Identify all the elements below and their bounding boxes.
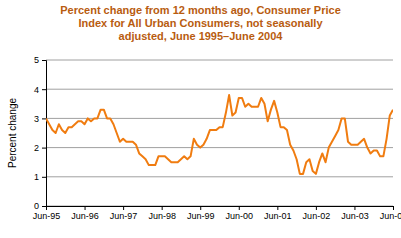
x-tick-label: Jun-02 [303,211,331,221]
y-tick-label: 3 [34,114,39,124]
x-tick: Jun-03 [341,206,369,221]
y-tick-label: 1 [34,172,39,182]
grid [46,60,393,206]
title-line: adjusted, June 1995–June 2004 [119,30,284,42]
x-axis-line [47,207,394,211]
x-tick-label: Jun-00 [226,211,254,221]
x-tick: Jun-04 [380,206,401,221]
x-tick-mark [393,206,394,210]
y-tick-mark [42,118,46,119]
x-tick: Jun-01 [264,206,292,221]
x-tick-mark [123,206,124,210]
y-tick: 4 [34,85,46,95]
grid-line [46,147,393,148]
grid-line [46,89,393,90]
title-line: Index for All Urban Consumers, not seaso… [78,17,323,29]
x-tick-mark [200,206,201,210]
x-tick: Jun-96 [71,206,99,221]
x-tick-label: Jun-99 [187,211,215,221]
x-tick: Jun-99 [187,206,215,221]
y-tick-mark [42,177,46,178]
y-axis-line [42,61,47,207]
y-tick-label: 5 [34,55,39,65]
y-axis-title: Percent change [7,98,18,168]
x-tick-label: Jun-95 [33,211,61,221]
y-tick-label: 0 [34,201,39,211]
x-tick: Jun-02 [303,206,331,221]
x-tick: Jun-97 [110,206,138,221]
x-tick-label: Jun-96 [71,211,99,221]
x-tick-mark [46,206,47,210]
title-line: Percent change from 12 months ago, Consu… [60,4,341,16]
x-tick-mark [239,206,240,210]
y-axis: 0 1 2 3 4 5 [34,55,47,211]
plot: 012345Jun-95Jun-96Jun-97Jun-98Jun-99Jun-… [33,55,401,221]
title: Percent change from 12 months ago, Consu… [60,4,341,42]
y-tick: 0 [34,201,46,211]
y-tick-label: 2 [34,143,39,153]
y-tick-mark [42,206,46,207]
x-tick-label: Jun-03 [341,211,369,221]
y-tick: 5 [34,55,46,65]
x-tick-mark [316,206,317,210]
x-tick-mark [277,206,278,210]
y-tick: 3 [34,114,46,124]
x-tick-label: Jun-97 [110,211,138,221]
y-tick: 1 [34,172,46,182]
grid-line [46,60,393,61]
x-tick-label: Jun-01 [264,211,292,221]
cpi-line [46,95,393,174]
x-tick: Jun-95 [33,206,61,221]
x-axis: Jun-95 Jun-96 Jun-97 Jun-98 Jun-99 Jun-00 Jun-… [33,206,401,221]
x-tick-label: Jun-04 [380,211,401,221]
chart: Percent change from 12 months ago, Consu… [0,0,401,238]
y-tick-mark [42,148,46,149]
x-tick-mark [354,206,355,210]
grid-line [46,176,393,177]
y-tick-mark [42,60,46,61]
x-tick-label: Jun-98 [148,211,176,221]
y-tick-label: 4 [34,85,39,95]
x-tick-mark [85,206,86,210]
series [46,95,393,174]
x-tick: Jun-00 [226,206,254,221]
x-tick: Jun-98 [148,206,176,221]
y-tick-mark [42,89,46,90]
x-tick-mark [162,206,163,210]
y-tick: 2 [34,143,46,153]
